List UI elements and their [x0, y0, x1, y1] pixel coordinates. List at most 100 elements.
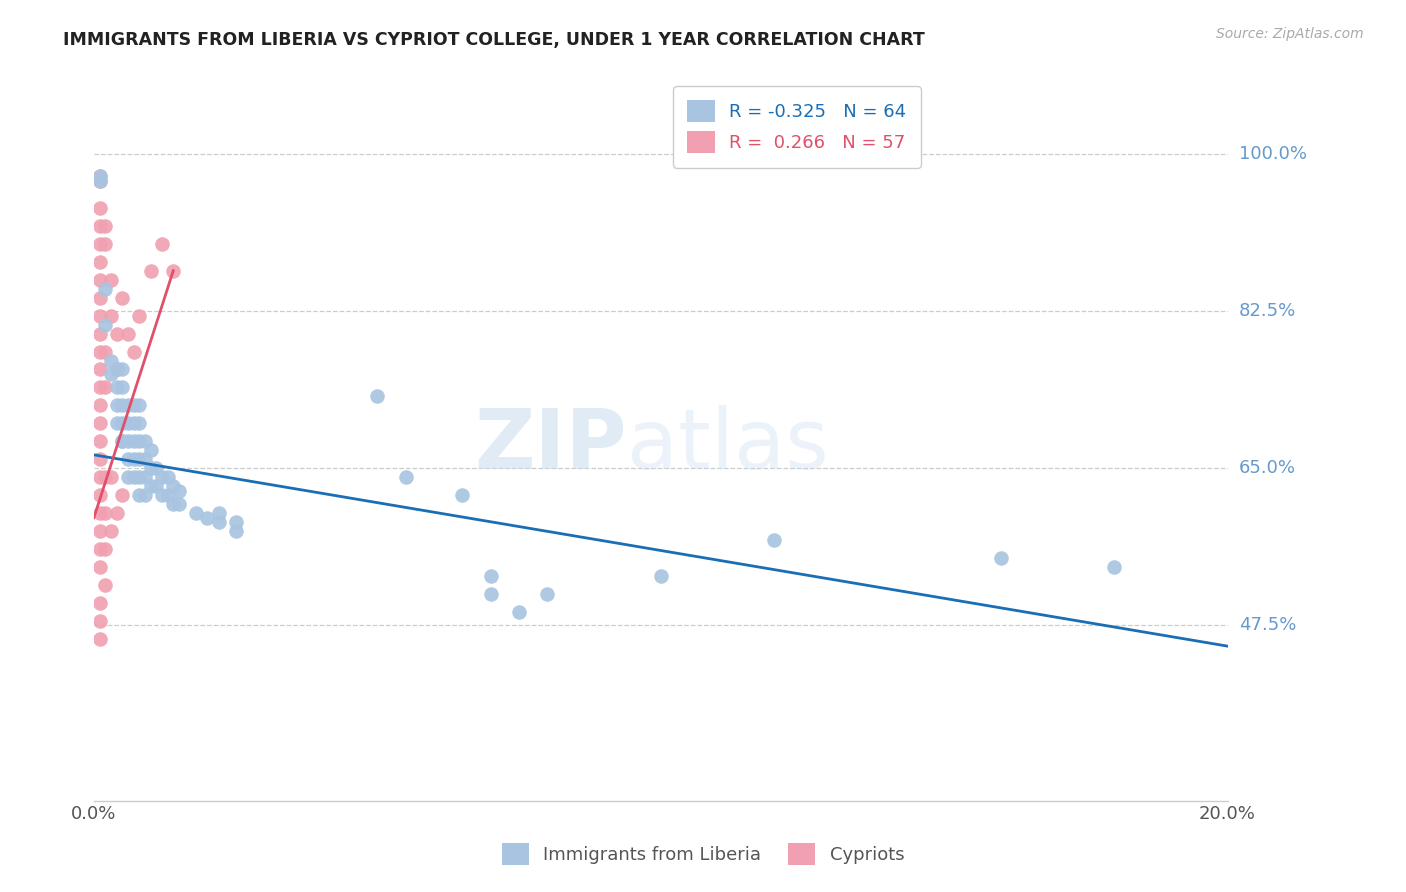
Point [94, 344, 117, 359]
Point [100, 470, 122, 484]
Point [94, 542, 117, 557]
Point [111, 434, 134, 449]
Point [105, 362, 128, 376]
Point [89, 560, 111, 574]
Point [145, 479, 167, 493]
Point [134, 452, 156, 467]
Point [111, 417, 134, 431]
Legend: R = -0.325   N = 64, R =  0.266   N = 57: R = -0.325 N = 64, R = 0.266 N = 57 [673, 86, 921, 168]
Point [89, 326, 111, 341]
Point [117, 452, 139, 467]
Point [150, 470, 173, 484]
Point [128, 452, 150, 467]
Text: atlas: atlas [627, 405, 828, 486]
Point [89, 380, 111, 394]
Point [122, 434, 145, 449]
Text: IMMIGRANTS FROM LIBERIA VS CYPRIOT COLLEGE, UNDER 1 YEAR CORRELATION CHART: IMMIGRANTS FROM LIBERIA VS CYPRIOT COLLE… [63, 31, 925, 49]
Point [105, 399, 128, 413]
Point [100, 309, 122, 323]
Point [89, 596, 111, 610]
Point [89, 344, 111, 359]
Point [89, 542, 111, 557]
Text: 100.0%: 100.0% [1239, 145, 1306, 163]
Point [117, 399, 139, 413]
Point [89, 434, 111, 449]
Point [111, 488, 134, 502]
Point [111, 434, 134, 449]
Point [89, 174, 111, 188]
Point [111, 380, 134, 394]
Point [89, 291, 111, 305]
Point [89, 174, 111, 188]
Point [89, 273, 111, 287]
Point [139, 461, 162, 475]
Point [128, 399, 150, 413]
Point [89, 169, 111, 184]
Point [536, 587, 558, 601]
Point [89, 417, 111, 431]
Point [89, 399, 111, 413]
Point [105, 362, 128, 376]
Point [150, 488, 173, 502]
Point [763, 533, 786, 548]
Point [100, 353, 122, 368]
Point [89, 169, 111, 184]
Point [94, 236, 117, 251]
Point [225, 515, 247, 529]
Point [94, 219, 117, 233]
Point [207, 506, 229, 520]
Point [139, 263, 162, 277]
Point [94, 578, 117, 592]
Point [145, 461, 167, 475]
Point [122, 417, 145, 431]
Point [508, 605, 530, 619]
Point [89, 452, 111, 467]
Point [105, 417, 128, 431]
Point [167, 483, 190, 498]
Point [94, 506, 117, 520]
Point [89, 632, 111, 646]
Point [225, 524, 247, 538]
Point [94, 470, 117, 484]
Point [89, 201, 111, 215]
Point [111, 362, 134, 376]
Point [117, 470, 139, 484]
Point [105, 506, 128, 520]
Point [990, 551, 1012, 566]
Point [128, 417, 150, 431]
Point [105, 380, 128, 394]
Point [111, 291, 134, 305]
Point [117, 434, 139, 449]
Point [89, 362, 111, 376]
Point [89, 524, 111, 538]
Point [89, 488, 111, 502]
Point [139, 479, 162, 493]
Point [167, 497, 190, 511]
Point [156, 488, 179, 502]
Point [162, 497, 184, 511]
Point [128, 470, 150, 484]
Point [195, 510, 218, 524]
Point [207, 515, 229, 529]
Text: Source: ZipAtlas.com: Source: ZipAtlas.com [1216, 27, 1364, 41]
Point [395, 470, 418, 484]
Point [89, 254, 111, 268]
Text: 65.0%: 65.0% [1239, 459, 1296, 477]
Text: ZIP: ZIP [474, 405, 627, 486]
Point [89, 309, 111, 323]
Text: 82.5%: 82.5% [1239, 302, 1296, 320]
Point [139, 443, 162, 458]
Point [479, 569, 502, 583]
Point [150, 236, 173, 251]
Point [134, 488, 156, 502]
Point [122, 452, 145, 467]
Point [128, 434, 150, 449]
Point [162, 263, 184, 277]
Point [122, 470, 145, 484]
Point [94, 282, 117, 296]
Point [366, 389, 388, 403]
Legend: Immigrants from Liberia, Cypriots: Immigrants from Liberia, Cypriots [492, 834, 914, 874]
Point [94, 318, 117, 332]
Point [162, 479, 184, 493]
Point [650, 569, 672, 583]
